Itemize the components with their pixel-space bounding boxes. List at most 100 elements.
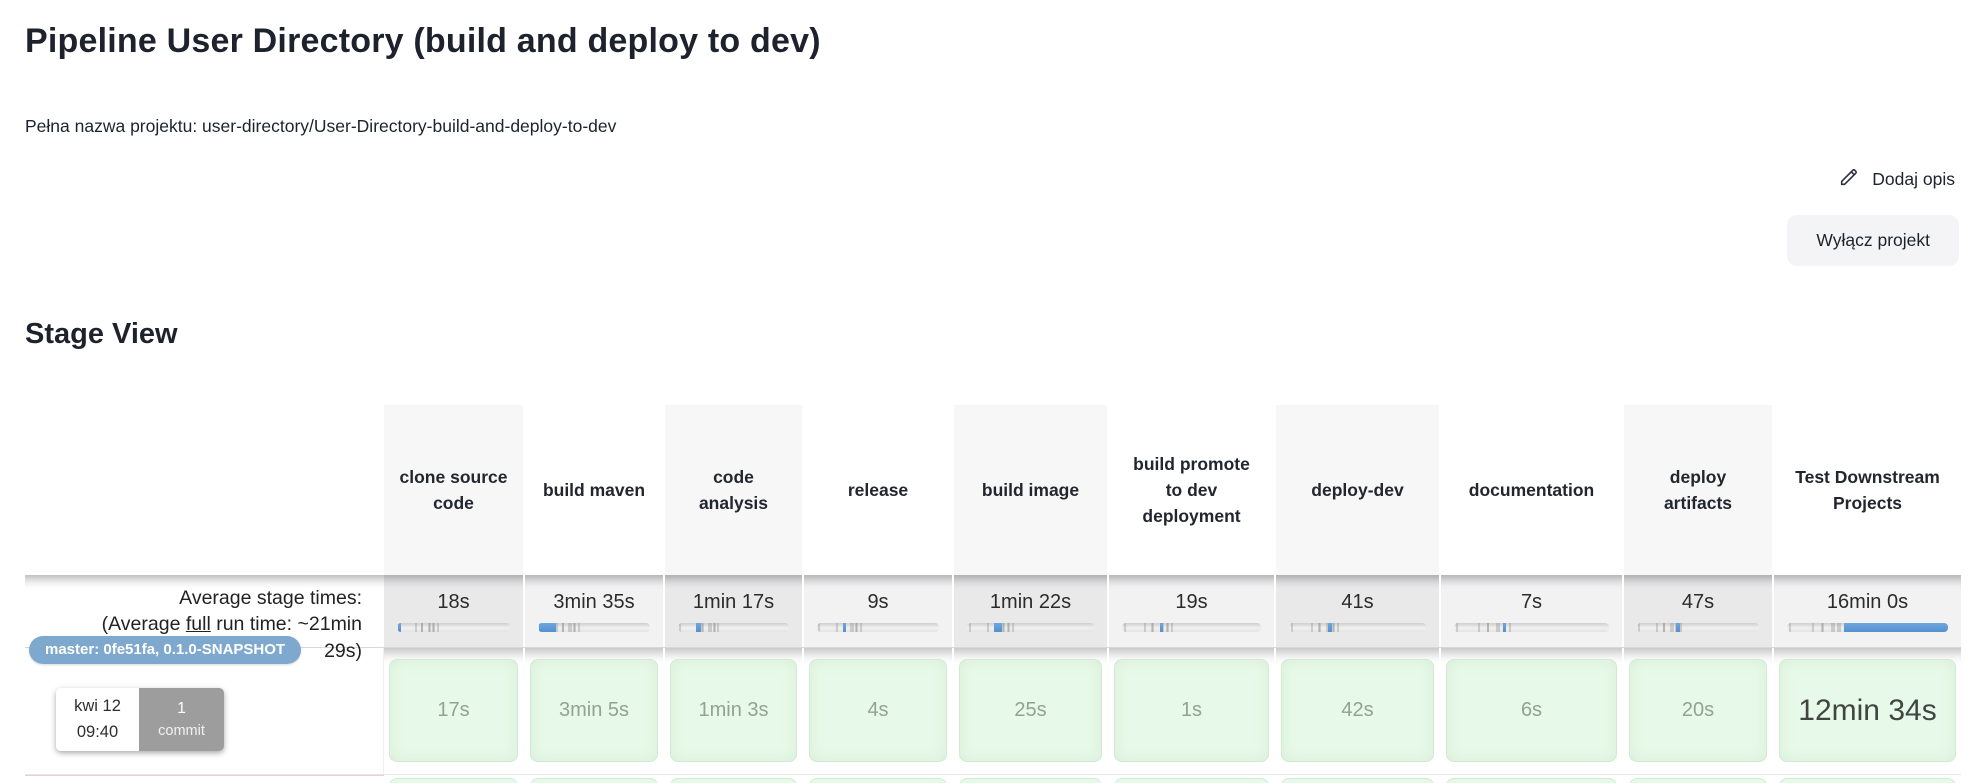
bar-tick	[1830, 622, 1833, 632]
bar-tick	[1123, 622, 1126, 632]
stage-time-bar	[967, 622, 1094, 632]
bar-tick	[1638, 622, 1641, 632]
stage-run-cell: 25s	[952, 648, 1107, 774]
bar-tick	[1318, 622, 1321, 632]
stage-result-box[interactable]: 25s	[959, 659, 1102, 762]
branch-version-badge[interactable]: master: 0fe51fa, 0.1.0-SNAPSHOT	[29, 636, 302, 664]
next-run-row-sliver	[25, 775, 1961, 783]
bar-tick	[1821, 622, 1824, 632]
bar-tick	[1788, 622, 1791, 632]
stage-run-cell: 1min 3s	[663, 648, 802, 774]
bar-tick	[818, 622, 821, 632]
bar-tick	[1001, 622, 1004, 632]
bar-tick	[577, 622, 580, 632]
bar-tick	[1838, 622, 1841, 632]
bar-tick	[836, 622, 839, 632]
stage-result-box[interactable]: 1s	[1114, 659, 1269, 762]
stage-result-box[interactable]: 6s	[1446, 659, 1617, 762]
bar-tick	[568, 622, 571, 632]
next-run-stage-box	[809, 778, 947, 783]
bar-stage-segment	[1676, 622, 1681, 632]
bar-tick	[679, 622, 682, 632]
stage-time-bar	[1289, 622, 1426, 632]
bar-tick	[1496, 622, 1499, 632]
next-run-stage-cell	[1439, 775, 1622, 783]
bar-tick	[856, 622, 859, 632]
stage-average-cell: 16min 0s	[1772, 575, 1961, 647]
next-run-stage-box	[1446, 778, 1617, 783]
stage-run-cell: 12min 34s	[1772, 648, 1961, 774]
bar-tick	[573, 622, 576, 632]
bar-tick	[851, 622, 854, 632]
stage-header-row: clone source code build maven code analysi…	[25, 405, 1961, 575]
stage-result-box[interactable]: 17s	[389, 659, 518, 762]
bar-tick	[569, 622, 572, 632]
bar-tick	[1317, 622, 1320, 632]
stage-run-cell: 17s	[384, 648, 523, 774]
stage-average-cell: 9s	[802, 575, 952, 647]
stage-result-box[interactable]: 1min 3s	[670, 659, 797, 762]
bar-tick	[436, 622, 439, 632]
bar-tick	[987, 622, 990, 632]
stage-run-cell: 1s	[1107, 648, 1274, 774]
stage-time-bar	[817, 622, 939, 632]
stage-average-cell: 47s	[1622, 575, 1772, 647]
bar-tick	[562, 622, 565, 632]
bar-tick	[1332, 622, 1335, 632]
bar-tick	[1837, 622, 1840, 632]
bar-tick	[420, 622, 423, 632]
bar-tick	[717, 622, 720, 632]
bar-tick	[1478, 622, 1481, 632]
bar-tick	[421, 622, 424, 632]
stage-average-time: 1min 17s	[692, 590, 775, 613]
bar-stage-segment	[1502, 622, 1506, 632]
next-run-stage-box	[389, 778, 518, 783]
next-run-stage-box	[530, 778, 658, 783]
add-description-button[interactable]: Dodaj opis	[1834, 160, 1959, 199]
bar-stage-segment	[1328, 622, 1332, 632]
run-commits-link[interactable]: 1 commit	[139, 688, 224, 751]
stage-result-box[interactable]: 3min 5s	[530, 659, 658, 762]
bar-tick	[1331, 622, 1334, 632]
next-run-stage-cell	[1772, 775, 1961, 783]
stage-average-cell: 18s	[384, 575, 523, 647]
next-run-stage-cell	[1107, 775, 1274, 783]
run-date-link[interactable]: kwi 12 09:40	[56, 688, 139, 751]
bar-tick	[1663, 622, 1666, 632]
bar-tick	[1326, 622, 1329, 632]
stage-header-cell: code analysis	[663, 405, 802, 575]
bar-tick	[712, 622, 715, 632]
stage-result-box[interactable]: 12min 34s	[1779, 659, 1956, 762]
next-run-stage-box	[1114, 778, 1269, 783]
next-run-stage-box	[670, 778, 797, 783]
bar-tick	[1487, 622, 1490, 632]
bar-tick	[1151, 622, 1154, 632]
stage-average-time: 3min 35s	[553, 590, 635, 613]
bar-tick	[1820, 622, 1823, 632]
bar-tick	[429, 622, 432, 632]
add-description-label: Dodaj opis	[1872, 169, 1955, 189]
stage-average-cell: 1min 22s	[952, 575, 1107, 647]
stage-average-time: 47s	[1681, 590, 1715, 613]
stage-result-box[interactable]: 4s	[809, 659, 947, 762]
bar-tick	[860, 622, 863, 632]
bar-tick	[1656, 622, 1659, 632]
stage-result-box[interactable]: 42s	[1281, 659, 1434, 762]
bar-tick	[1165, 622, 1168, 632]
run-info-cell: master: 0fe51fa, 0.1.0-SNAPSHOT kwi 12 0…	[25, 636, 384, 774]
stage-header-cell: build maven	[523, 405, 663, 575]
next-run-stage-cell	[802, 775, 952, 783]
average-times-row: Average stage times: (Average full run t…	[25, 575, 1961, 662]
stage-result-box[interactable]: 20s	[1629, 659, 1767, 762]
bar-tick	[1662, 622, 1665, 632]
next-run-stage-cell	[952, 775, 1107, 783]
next-run-stage-box	[959, 778, 1102, 783]
disable-project-button[interactable]: Wyłącz projekt	[1787, 215, 1959, 266]
bar-tick	[1143, 622, 1146, 632]
stage-average-time: 9s	[867, 590, 889, 613]
bar-tick	[433, 622, 436, 632]
bar-tick	[1152, 622, 1155, 632]
bar-tick	[1670, 622, 1673, 632]
pencil-icon	[1838, 166, 1860, 193]
page-title: Pipeline User Directory (build and deplo…	[25, 22, 821, 60]
